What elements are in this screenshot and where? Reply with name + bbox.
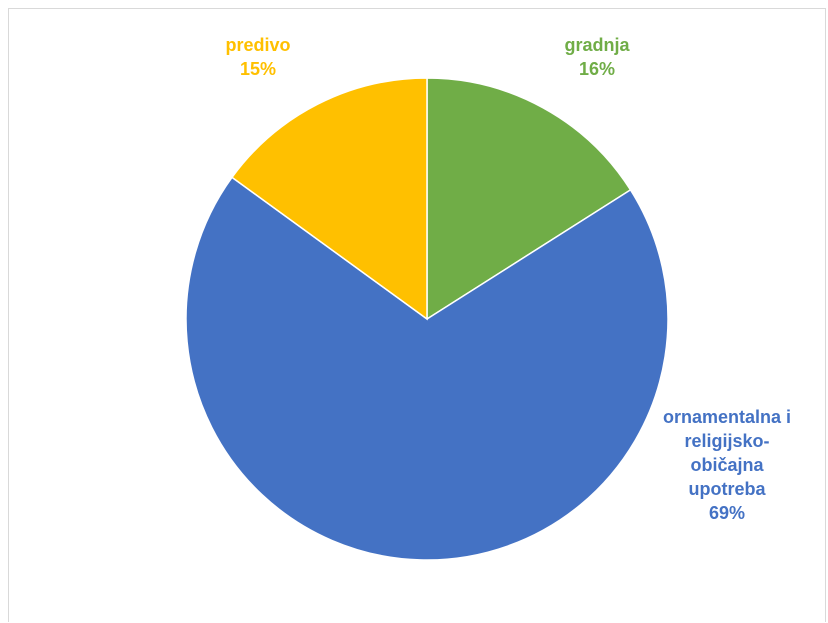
data-label-percent: 16% (579, 59, 615, 79)
data-label-2: predivo 15% (225, 35, 290, 79)
data-label-0: gradnja 16% (564, 35, 630, 79)
data-label-category: ornamentalna i (663, 407, 791, 427)
data-labels: gradnja 16% ornamentalna i religijsko-običa… (225, 35, 791, 523)
data-label-1: ornamentalna i religijsko-običajna upotreb… (663, 407, 791, 523)
chart-area: gradnja 16% ornamentalna i religijsko-običa… (8, 8, 826, 622)
pie-slice-2 (230, 77, 428, 321)
pie-slice-1 (185, 176, 669, 561)
data-label-category: gradnja (564, 35, 630, 55)
data-label-category: običajna (690, 455, 764, 475)
pie-slices (185, 77, 669, 561)
pie-chart: gradnja 16% ornamentalna i religijsko-običa… (185, 35, 791, 561)
data-label-category: predivo (225, 35, 290, 55)
data-label-category: upotreba (688, 479, 766, 499)
data-label-percent: 69% (709, 503, 745, 523)
data-label-category: religijsko- (684, 431, 769, 451)
pie-slice-0 (426, 77, 632, 321)
data-label-percent: 15% (240, 59, 276, 79)
